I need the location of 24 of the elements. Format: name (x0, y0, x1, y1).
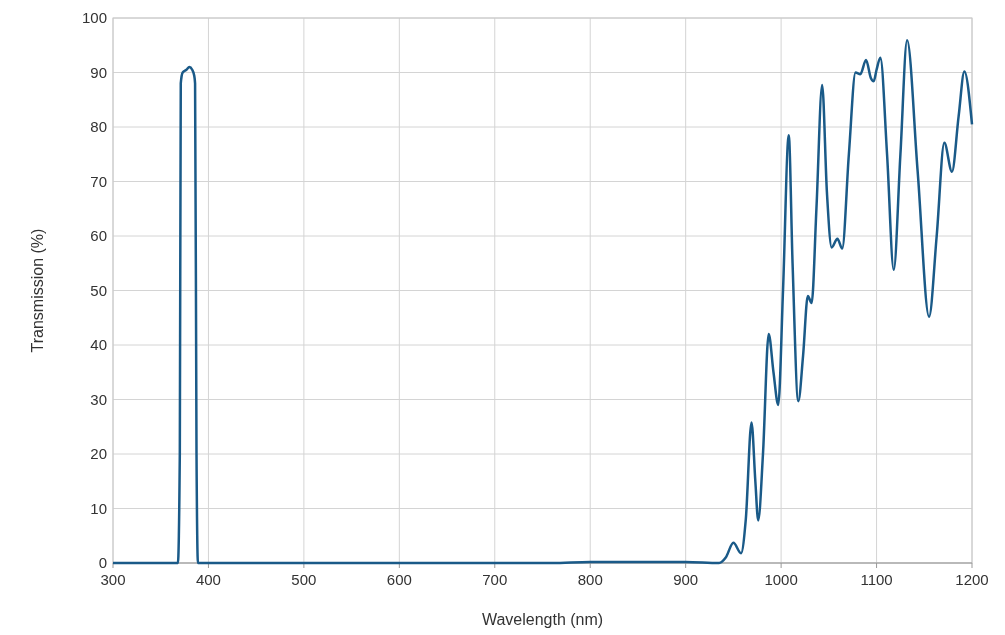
x-tick-label: 600 (386, 571, 412, 588)
x-tick-label: 1100 (860, 571, 893, 588)
y-tick-label: 40 (90, 336, 107, 353)
x-tick-label: 1000 (764, 571, 798, 588)
line-series (111, 39, 974, 565)
x-tick-label: 700 (482, 571, 508, 588)
x-tick-label: 1200 (955, 571, 989, 588)
y-axis-title: Transmission (%) (29, 228, 46, 353)
y-tick-label: 80 (90, 118, 107, 135)
x-tick-label: 500 (291, 571, 317, 588)
y-tick-label: 30 (90, 390, 107, 408)
x-axis-title: Wavelength (nm) (481, 611, 604, 628)
y-tick-label: 0 (98, 554, 107, 571)
y-tick-label: 70 (90, 172, 107, 190)
y-tick-label: 10 (90, 499, 107, 517)
y-tick-label: 50 (90, 281, 107, 299)
x-tick-label: 400 (195, 571, 221, 588)
y-tick-label: 90 (90, 63, 107, 81)
y-tick-label: 100 (81, 9, 107, 26)
x-tick-label: 300 (100, 571, 126, 588)
x-tick-label: 900 (673, 571, 699, 588)
y-tick-label: 20 (90, 445, 107, 462)
x-tick-label: 800 (577, 571, 603, 588)
y-tick-label: 60 (90, 227, 107, 244)
